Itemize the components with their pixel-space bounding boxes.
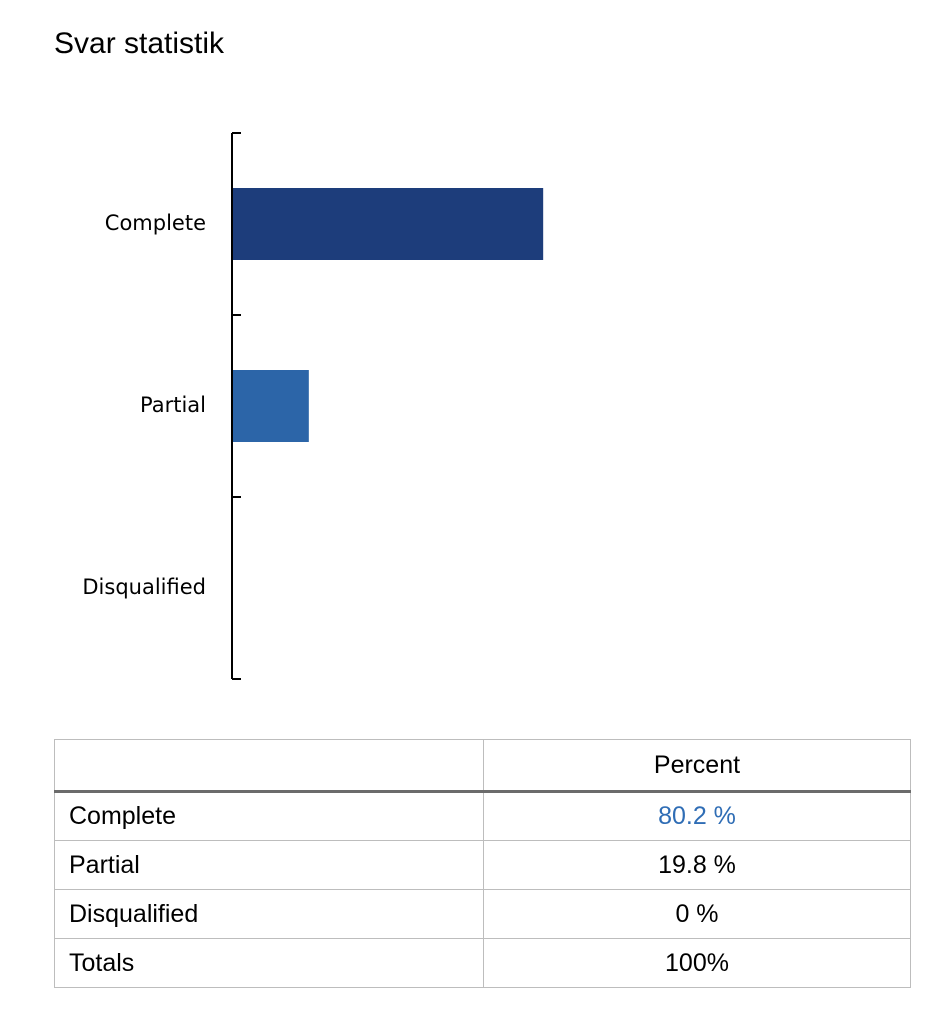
row-value-disqualified: 0 % xyxy=(483,889,911,939)
bar-complete xyxy=(232,188,544,260)
stats-table: Percent Complete 80.2 % Partial 19.8 % D… xyxy=(54,739,911,988)
table-row: Disqualified 0 % xyxy=(54,889,911,939)
table-row: Complete 80.2 % xyxy=(54,791,911,841)
row-value-complete: 80.2 % xyxy=(483,791,911,841)
row-label-complete: Complete xyxy=(54,791,484,841)
row-label-totals: Totals xyxy=(54,938,484,988)
category-label-partial: Partial xyxy=(140,393,206,417)
row-label-partial: Partial xyxy=(54,840,484,890)
row-value-partial: 19.8 % xyxy=(483,840,911,890)
header-percent-cell: Percent xyxy=(483,739,911,793)
response-stats-chart: Complete Partial Disqualified xyxy=(82,132,544,680)
table-header-row: Percent xyxy=(54,739,911,793)
bar-partial xyxy=(232,370,309,442)
table-row: Partial 19.8 % xyxy=(54,840,911,890)
row-label-disqualified: Disqualified xyxy=(54,889,484,939)
category-label-complete: Complete xyxy=(105,211,206,235)
category-label-disqualified: Disqualified xyxy=(82,575,206,599)
row-value-totals: 100% xyxy=(483,938,911,988)
table-row: Totals 100% xyxy=(54,938,911,988)
header-label-cell xyxy=(54,739,484,793)
page-title: Svar statistik xyxy=(54,27,225,60)
